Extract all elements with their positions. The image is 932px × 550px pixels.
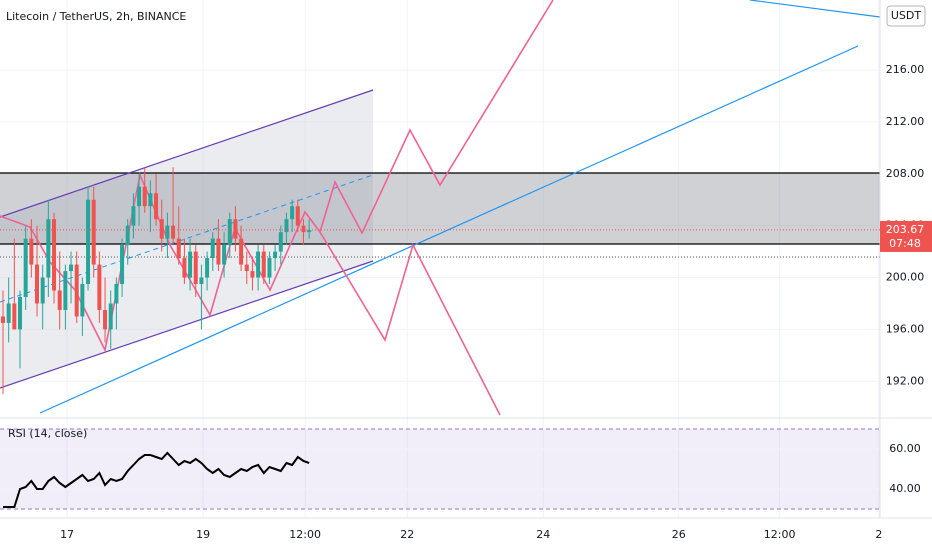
x-tick-label: 24	[536, 528, 550, 541]
candle-body	[148, 193, 153, 207]
currency[interactable]: USDT	[891, 9, 922, 22]
y-tick-label: 208.00	[886, 167, 925, 180]
candle-body	[205, 258, 210, 278]
candle-body	[171, 225, 176, 239]
candle-body	[239, 238, 244, 265]
candle-body	[86, 199, 91, 285]
candle-body	[63, 271, 68, 310]
candle-body	[193, 251, 198, 285]
x-tick-label: 17	[60, 528, 74, 541]
candle-body	[108, 303, 113, 330]
candle-body	[137, 186, 142, 207]
candle-body	[23, 238, 28, 297]
candle-body	[244, 264, 249, 272]
candle-body	[216, 238, 221, 265]
candle-body	[120, 245, 125, 285]
candle-body	[142, 186, 147, 207]
candle-body	[40, 277, 45, 304]
rsi-tick-label: 40.00	[889, 482, 921, 495]
countdown: 07:48	[889, 237, 921, 250]
candle-body	[176, 238, 181, 259]
x-tick-label: 12:00	[764, 528, 796, 541]
x-tick-label: 26	[672, 528, 686, 541]
candle-body	[301, 225, 306, 233]
candle-body	[188, 251, 193, 278]
candle-body	[91, 199, 96, 265]
candle-body	[295, 206, 300, 226]
candle-body	[6, 303, 11, 323]
candle-body	[12, 303, 17, 330]
candle-body	[233, 219, 238, 239]
candle-body	[1, 316, 6, 323]
candle-body	[199, 277, 204, 285]
candle-body	[261, 251, 266, 278]
candle-body	[125, 225, 130, 246]
chart-title: Litecoin / TetherUS, 2h, BINANCE	[6, 10, 186, 23]
currency-box[interactable]	[886, 5, 926, 27]
rsi-title: RSI (14, close)	[8, 427, 87, 440]
candle-body	[18, 296, 23, 330]
candle-body	[227, 219, 232, 246]
candle-body	[250, 271, 255, 278]
y-tick-label: 200.00	[886, 271, 925, 284]
candle-body	[114, 284, 119, 304]
x-tick-label: 22	[400, 528, 414, 541]
rsi-tick-label: 60.00	[889, 442, 921, 455]
candle-body	[307, 229, 312, 233]
x-tick-label: 2	[875, 528, 882, 541]
candle-body	[69, 264, 74, 272]
rsi-band	[0, 429, 880, 509]
candle-body	[165, 225, 170, 239]
candle-body	[57, 290, 62, 310]
x-tick-label: 19	[196, 528, 210, 541]
y-tick-label: 212.00	[886, 115, 925, 128]
candle-body	[131, 206, 136, 226]
candle-body	[284, 219, 289, 233]
drawings	[0, 0, 881, 416]
candle-body	[154, 193, 159, 220]
candle-body	[46, 219, 51, 278]
candle-body	[103, 309, 108, 330]
candle-body	[52, 219, 57, 291]
candle-body	[222, 245, 227, 265]
candle-body	[210, 238, 215, 259]
y-tick-label: 192.00	[886, 374, 925, 387]
y-tick-label: 196.00	[886, 322, 925, 335]
candle-body	[273, 251, 278, 259]
last-price-label: 203.67	[886, 223, 925, 236]
candle-body	[80, 284, 85, 317]
rsi-line	[3, 451, 310, 508]
candle-body	[278, 232, 283, 252]
candle-body	[74, 264, 79, 317]
candle-body	[182, 258, 187, 278]
x-tick-label: 12:00	[289, 528, 321, 541]
candle-body	[256, 251, 261, 278]
candle-body	[159, 219, 164, 239]
y-tick-label: 216.00	[886, 63, 925, 76]
candle-body	[29, 238, 34, 265]
candle-body	[290, 206, 295, 220]
candle-body	[267, 258, 272, 278]
candle-body	[35, 264, 40, 304]
candle-body	[97, 264, 102, 310]
last-price-box	[880, 220, 932, 252]
